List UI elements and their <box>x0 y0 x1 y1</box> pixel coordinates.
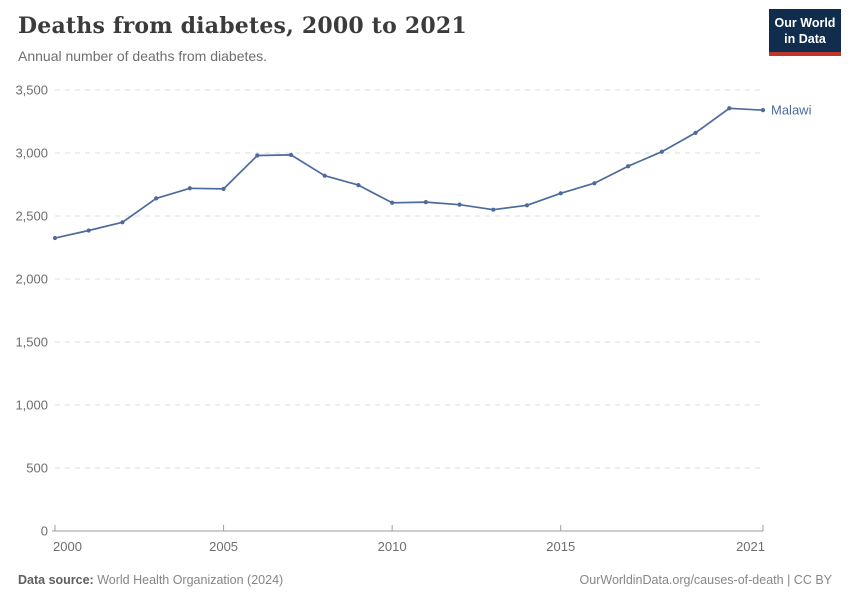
y-axis-tick-label: 1,500 <box>15 335 48 350</box>
series-line-malawi <box>54 107 764 239</box>
footer-url-link[interactable]: OurWorldinData.org/causes-of-death <box>579 573 784 587</box>
data-point <box>322 173 327 178</box>
data-point <box>457 202 462 207</box>
data-point <box>255 153 260 158</box>
page-title: Deaths from diabetes, 2000 to 2021 <box>18 13 467 39</box>
y-axis-tick-label: 3,000 <box>15 146 48 161</box>
x-axis-tick-label: 2000 <box>53 539 82 554</box>
owid-logo-line2: in Data <box>784 32 826 47</box>
data-point <box>86 228 91 233</box>
data-source-value: World Health Organization (2024) <box>97 573 284 587</box>
data-point <box>356 183 361 188</box>
x-axis-tick-label: 2021 <box>736 539 765 554</box>
x-axis-tick-label: 2010 <box>378 539 407 554</box>
data-point <box>221 186 226 192</box>
data-point <box>558 191 563 196</box>
y-axis-tick-label: 1,000 <box>15 398 48 413</box>
y-axis-tick-label: 2,500 <box>15 209 48 224</box>
data-source-note: Data source: World Health Organization (… <box>18 573 283 587</box>
series-end-label-malawi: Malawi <box>771 103 812 118</box>
footer-separator: | <box>787 573 791 587</box>
y-axis-tick-label: 500 <box>26 461 48 476</box>
chart-footer: Data source: World Health Organization (… <box>18 573 832 587</box>
data-point <box>120 220 125 225</box>
data-point <box>154 196 159 201</box>
y-axis-tick-label: 2,000 <box>15 272 48 287</box>
data-point <box>491 207 496 212</box>
data-point <box>524 203 530 208</box>
data-point <box>760 108 766 113</box>
data-point <box>659 149 664 154</box>
owid-logo: Our World in Data <box>769 9 841 56</box>
data-source-label: Data source: <box>18 573 94 587</box>
chart-subtitle: Annual number of deaths from diabetes. <box>18 48 268 64</box>
x-axis-tick-label: 2015 <box>546 539 575 554</box>
data-point <box>423 200 428 205</box>
footer-license: CC BY <box>793 573 832 587</box>
y-axis-tick-label: 3,500 <box>15 83 48 98</box>
data-point <box>693 130 698 135</box>
data-point <box>592 181 597 186</box>
data-point <box>52 235 58 241</box>
chart-header: Deaths from diabetes, 2000 to 2021 Annua… <box>18 13 750 64</box>
data-point <box>390 200 395 205</box>
data-point <box>187 186 192 191</box>
data-point <box>288 152 294 157</box>
x-axis-tick-label: 2005 <box>209 539 238 554</box>
owid-logo-line1: Our World <box>774 16 836 30</box>
y-axis-tick-label: 0 <box>41 524 48 539</box>
data-point <box>727 106 732 111</box>
data-point <box>626 164 631 169</box>
license-note: OurWorldinData.org/causes-of-death | CC … <box>580 573 832 587</box>
